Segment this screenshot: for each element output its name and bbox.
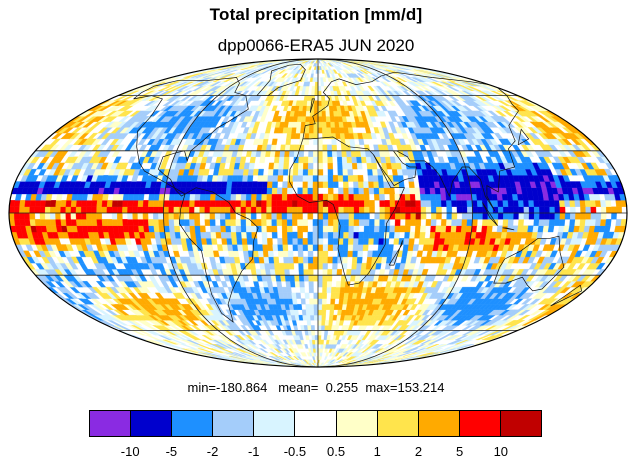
colorbar-box-2	[172, 411, 214, 436]
max-label: max=	[365, 380, 398, 395]
colorbar-box-7	[377, 411, 419, 436]
colorbar-label: 5	[456, 444, 464, 459]
colorbar-label: 0.5	[327, 444, 346, 459]
colorbar-label: -2	[206, 444, 219, 459]
colorbar-label: -5	[165, 444, 178, 459]
colorbar-box-6	[336, 411, 378, 436]
min-label: min=	[187, 380, 217, 395]
colorbar-label: 1	[373, 444, 381, 459]
colorbar-box-9	[459, 411, 501, 436]
colorbar-labels: -10 -5 -2 -1 -0.5 0.5 1 2 5 10	[0, 444, 632, 460]
colorbar-label: 10	[493, 444, 509, 459]
colorbar	[89, 410, 542, 437]
colorbar-box-8	[418, 411, 460, 436]
map-title: Total precipitation [mm/d]	[209, 5, 423, 24]
min-value: -180.864	[216, 380, 268, 395]
mean-label: mean=	[278, 380, 319, 395]
field-statistics: min=-180.864 mean= 0.255 max=153.214	[0, 380, 632, 395]
colorbar-label: -10	[120, 444, 140, 459]
mean-value: 0.255	[325, 380, 359, 395]
precipitation-field	[9, 59, 627, 367]
coastlines	[133, 63, 582, 323]
colorbar-box-5	[295, 411, 337, 436]
colorbar-box-4	[254, 411, 296, 436]
colorbar-box-1	[131, 411, 173, 436]
colorbar-box-0	[90, 411, 132, 436]
colorbar-label: -1	[247, 444, 260, 459]
precipitation-map	[8, 58, 628, 368]
colorbar-box-10	[500, 411, 542, 436]
colorbar-label: 2	[414, 444, 423, 459]
map-outline	[8, 58, 628, 368]
max-value: 153.214	[397, 380, 445, 395]
graticule	[9, 59, 627, 367]
colorbar-box-3	[213, 411, 255, 436]
map-subtitle: dpp0066-ERA5 JUN 2020	[217, 36, 415, 55]
colorbar-label: -0.5	[283, 444, 307, 459]
